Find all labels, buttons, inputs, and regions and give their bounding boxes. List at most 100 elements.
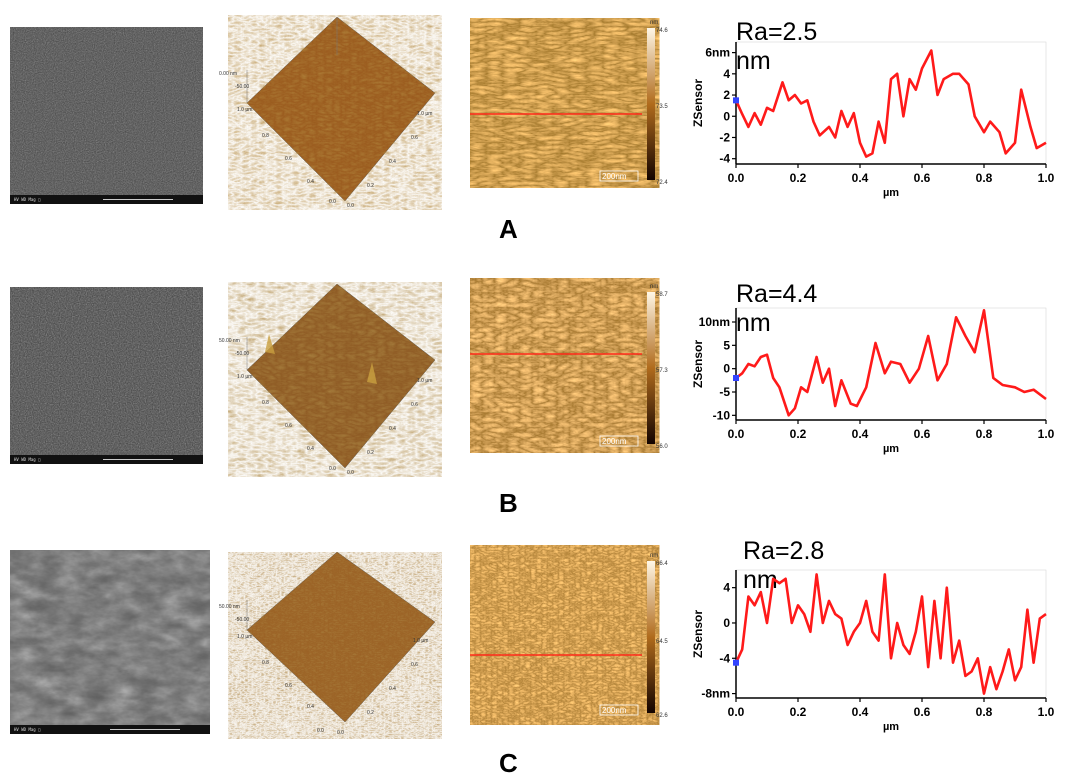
afm-3d-z-low-b: -50.00 [235,351,249,357]
x-tick-label: 1.0 [1038,171,1055,185]
afm-3d-y-tick: 0.6 [285,423,292,429]
color-bar-mid-a: 73.5 [656,104,668,110]
y-axis-label: ZSensor [691,79,705,127]
color-bar-mid-b: 57.3 [656,368,668,374]
afm-3d-y-tick: 1.0 µm [237,634,252,640]
afm-3d-x-tick: 1.0 µm [417,111,432,117]
panel-label-b: B [499,488,518,518]
cursor-marker [733,659,739,666]
afm-3d-z-label-c: 50.00 nm [219,604,240,610]
y-axis-label: ZSensor [691,340,705,388]
afm-3d-z-low-a: -50.00 [235,84,249,90]
x-tick-label: 0.0 [728,171,745,185]
afm-3d-y-tick: 0.8 [262,660,269,666]
afm-3d-z-label-a: 0.00 nm [219,71,237,77]
cursor-marker [733,97,739,104]
profile-title-c: Ra=2.8 nm [743,537,825,594]
color-bar-min-b: 56.0 [656,444,668,450]
y-tick-label: 10nm [699,315,730,329]
height-map-scale-text-b: 200nm [602,437,627,446]
height-map-scale-text-a: 200nm [602,172,627,181]
afm-height-map-c: 200nm nm 66.4 64.5 62.6 [470,549,668,719]
afm-3d-z-label-b: 50.00 nm [219,338,240,344]
afm-3d-x-tick: 0.0 [347,203,354,209]
afm-3d-x-tick: 0.4 [389,686,396,692]
y-tick-label: 5 [723,338,730,352]
x-tick-label: 0.8 [976,171,993,185]
afm-3d-surface-c: 50.00 nm -50.00 1.0 µm 0.8 0.6 0.4 0.0 0… [219,552,436,736]
sem-scale-bar-c [110,729,180,730]
x-tick-label: 0.2 [790,705,807,719]
sem-texture-b [10,287,203,455]
height-map-scale-text-c: 200nm [602,706,627,715]
y-tick-label: 4 [723,581,730,595]
color-bar-unit-b: nm [650,284,658,290]
y-tick-label: 2 [723,88,730,102]
x-tick-label: 1.0 [1038,427,1055,441]
afm-3d-y-tick: 1.0 µm [237,107,252,113]
afm-3d-y-tick: 0.4 [307,446,314,452]
profile-series-line [734,49,1047,158]
panel-label-c: C [499,748,518,778]
y-axis-label: ZSensor [691,610,705,658]
x-tick-label: 0.2 [790,171,807,185]
afm-3d-surface-b: 50.00 nm -50.00 1.0 µm 0.8 0.6 0.4 0.0 0… [219,283,436,476]
afm-3d-x-tick: 0.6 [411,135,418,141]
afm-3d-x-tick: 0.6 [411,662,418,668]
afm-3d-y-tick: 0.6 [285,156,292,162]
x-axis-label: µm [883,721,899,733]
afm-3d-x-tick: 0.2 [367,710,374,716]
x-axis-label: µm [883,443,899,455]
profile-series-line [734,573,1047,695]
sem-image-c: HV WD Mag □ [10,550,210,734]
afm-3d-y-tick: 0.6 [285,683,292,689]
color-bar-c [647,561,655,713]
profile-chart-b: 10nm 5 0 -5 -10 0.0 0.2 0.4 0.6 0.8 1.0 µm ZSensor [691,307,1055,455]
sem-texture-c [10,550,210,725]
y-tick-label: -4 [719,651,730,665]
color-bar-b [647,292,655,444]
sem-scale-bar-b [103,459,173,460]
x-tick-label: 0.4 [852,705,869,719]
color-bar-max-c: 66.4 [656,561,668,567]
sem-scale-bar-a [103,199,173,200]
height-map-scale-bar-c [599,704,639,716]
x-tick-label: 0.4 [852,427,869,441]
profile-title-b: Ra=4.4 nm [736,280,818,337]
sem-image-a: HV WD Mag □ [10,27,203,204]
color-bar-max-b: 58.7 [656,292,668,298]
y-tick-label: 0 [723,362,730,376]
x-tick-label: 0.0 [728,427,745,441]
afm-3d-x-tick: 0.6 [411,402,418,408]
y-tick-label: -8nm [701,687,730,701]
afm-3d-y-tick: 0.0 [317,728,324,734]
plot-frame [735,41,1047,165]
color-bar-unit-a: nm [650,20,658,26]
color-bar-mid-c: 64.5 [656,639,668,645]
y-tick-label: -4 [719,152,730,166]
afm-3d-x-tick: 0.0 [347,470,354,476]
profile-chart-a: 6nm 4 2 0 -2 -4 0.0 0.2 0.4 0.6 0.8 1.0 µm ZSensor [691,41,1055,199]
afm-height-map-b: 200nm nm 58.7 57.3 56.0 [470,282,668,452]
x-tick-label: 0.6 [914,705,931,719]
color-bar-a [647,28,655,180]
y-tick-label: -10 [713,408,731,422]
profile-chart-c: 4 0 -4 -8nm 0.0 0.2 0.4 0.6 0.8 1.0 µm ZSensor [691,569,1055,733]
afm-3d-x-tick: 1.0 µm [413,638,428,644]
y-tick-label: 4 [723,67,730,81]
x-tick-label: 0.0 [728,705,745,719]
afm-3d-x-tick: 0.4 [389,426,396,432]
y-tick-label: -2 [719,130,730,144]
afm-3d-x-tick: 0.2 [367,183,374,189]
x-tick-label: 0.8 [976,705,993,719]
afm-3d-y-tick: 0.8 [262,400,269,406]
y-tick-label: 0 [723,616,730,630]
y-tick-label: 6nm [705,46,730,60]
afm-3d-x-tick: 1.0 µm [417,378,432,384]
x-tick-label: 0.6 [914,171,931,185]
afm-3d-y-tick: 0.0 [329,466,336,472]
afm-3d-y-tick: 0.8 [262,133,269,139]
profile-series-line [735,309,1047,417]
afm-3d-y-tick: 0.4 [307,179,314,185]
x-axis-label: µm [883,187,899,199]
